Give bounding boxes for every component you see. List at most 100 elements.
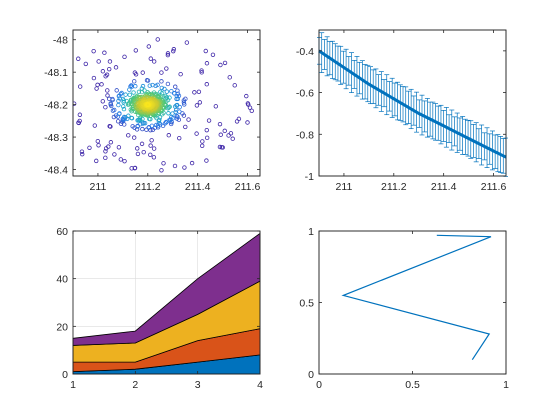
scatter-point bbox=[204, 61, 210, 66]
scatter-point bbox=[87, 145, 92, 150]
scatter-point bbox=[68, 102, 72, 106]
scatter-point bbox=[210, 52, 216, 57]
scatter-point bbox=[126, 113, 131, 118]
x-tick-label: 1 bbox=[503, 379, 509, 391]
scatter-point bbox=[153, 83, 158, 89]
x-tick-label: 4 bbox=[257, 379, 263, 391]
x-tick-label: 3 bbox=[195, 379, 201, 391]
subplot-polyline: 0 0.5 1 0 0.5 1 bbox=[299, 226, 509, 391]
scatter-point bbox=[200, 143, 205, 148]
x-tick-label: 211 bbox=[90, 181, 107, 193]
scatter-point bbox=[96, 143, 101, 148]
x-tick-label: 0 bbox=[316, 379, 322, 391]
scatter-point bbox=[183, 124, 188, 130]
scatter-point bbox=[184, 40, 190, 45]
scatter-point bbox=[116, 145, 122, 150]
scatter-point bbox=[196, 89, 202, 94]
scatter-point bbox=[118, 157, 124, 162]
scatter-point bbox=[169, 88, 174, 94]
scatter-point bbox=[141, 120, 147, 126]
scatter-point bbox=[151, 59, 157, 64]
scatter-point bbox=[135, 151, 141, 157]
scatter-point bbox=[165, 52, 171, 58]
scatter-point bbox=[161, 161, 166, 166]
scatter-point bbox=[219, 145, 224, 150]
scatter-point bbox=[146, 44, 152, 49]
scatter-point bbox=[245, 120, 250, 125]
scatter-point bbox=[204, 158, 209, 163]
scatter-point bbox=[79, 149, 85, 154]
scatter-point bbox=[127, 92, 132, 98]
scatter-point bbox=[194, 103, 200, 108]
x-tick-label: 2 bbox=[132, 379, 138, 391]
scatter-point bbox=[77, 112, 83, 117]
scatter-point bbox=[91, 75, 97, 81]
scatter-point bbox=[204, 135, 210, 141]
scatter-point bbox=[213, 104, 219, 109]
x-tick-label: 211 bbox=[336, 181, 353, 193]
scatter-point bbox=[122, 122, 127, 127]
scatter-point bbox=[174, 113, 179, 119]
scatter-point bbox=[166, 111, 171, 116]
scatter-point bbox=[112, 152, 117, 157]
scatter-point bbox=[121, 106, 127, 112]
scatter-point bbox=[117, 111, 122, 116]
scatter-point bbox=[204, 82, 209, 87]
scatter-point bbox=[83, 61, 88, 67]
scatter-point bbox=[164, 66, 169, 71]
x-tick-label: 211.6 bbox=[235, 181, 261, 193]
scatter-point bbox=[222, 60, 228, 66]
scatter-point bbox=[165, 81, 171, 87]
scatter-point bbox=[133, 72, 139, 77]
y-tick-label: 1 bbox=[308, 226, 314, 238]
y-tick-label: 40 bbox=[56, 274, 68, 286]
scatter-point bbox=[91, 48, 96, 54]
scatter-point bbox=[77, 84, 83, 89]
y-tick-label: 0 bbox=[62, 369, 68, 381]
scatter-point bbox=[116, 93, 122, 99]
scatter-point bbox=[119, 90, 124, 96]
scatter-point bbox=[122, 158, 127, 164]
scatter-point bbox=[194, 131, 199, 136]
scatter-point bbox=[107, 59, 113, 64]
scatter-points bbox=[68, 37, 254, 173]
scatter-point bbox=[230, 136, 235, 141]
scatter-point bbox=[115, 119, 121, 124]
scatter-point bbox=[164, 89, 170, 94]
scatter-point bbox=[139, 89, 145, 95]
scatter-point bbox=[204, 127, 209, 133]
scatter-point bbox=[174, 116, 180, 121]
scatter-point bbox=[121, 104, 126, 109]
scatter-point bbox=[149, 138, 154, 143]
scatter-point bbox=[133, 84, 138, 89]
scatter-point bbox=[173, 84, 178, 89]
y-tick-label: -48.2 bbox=[44, 100, 68, 112]
scatter-point bbox=[218, 132, 223, 137]
scatter-point bbox=[129, 115, 134, 121]
scatter-point bbox=[123, 92, 128, 97]
y-tick-label: -0.8 bbox=[296, 129, 314, 141]
scatter-point bbox=[99, 82, 104, 87]
scatter-point bbox=[159, 85, 165, 91]
scatter-point bbox=[181, 100, 187, 105]
scatter-point bbox=[192, 90, 197, 95]
scatter-point bbox=[186, 117, 191, 122]
plot-area bbox=[318, 29, 507, 177]
scatter-point bbox=[170, 111, 175, 116]
scatter-point bbox=[177, 135, 182, 141]
scatter-point bbox=[159, 168, 164, 173]
scatter-point bbox=[182, 102, 187, 107]
scatter-point bbox=[110, 97, 115, 103]
scatter-point bbox=[108, 140, 114, 145]
scatter-point bbox=[140, 70, 145, 75]
x-tick-label: 211.4 bbox=[431, 181, 457, 193]
scatter-point bbox=[105, 93, 110, 98]
subplot-errorbar-line: 211 211.2 211.4 211.6 -0.4 -0.6 -0.8 -1 bbox=[296, 29, 508, 193]
scatter-point bbox=[166, 105, 172, 110]
scatter-point bbox=[132, 165, 138, 171]
y-tick-label: 0.5 bbox=[299, 298, 314, 310]
scatter-point bbox=[109, 103, 114, 109]
scatter-point bbox=[154, 122, 159, 128]
scatter-point bbox=[228, 131, 234, 136]
scatter-point bbox=[189, 160, 195, 166]
